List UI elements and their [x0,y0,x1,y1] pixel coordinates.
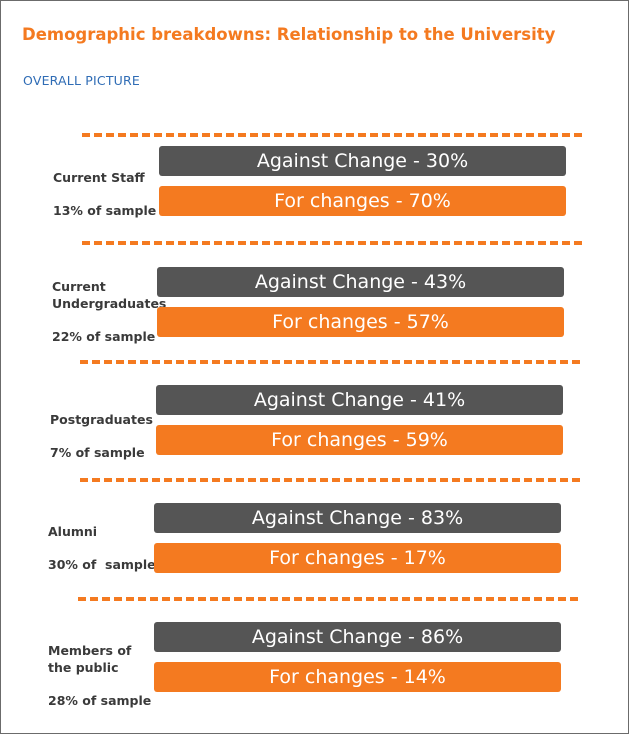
group-sample-members-of-the-public: 28% of sample [48,693,152,708]
group-sample-current-undergraduates: 22% of sample [52,329,156,344]
page-title: Demographic breakdowns: Relationship to … [22,25,556,44]
group-sample-current-staff: 13% of sample [53,203,157,218]
against-bar-postgraduates: Against Change - 41% [156,385,563,415]
group-label-members-of-the-public: Members of the public [48,643,132,675]
against-bar-current-staff: Against Change - 30% [159,146,566,176]
separator-0 [82,133,582,137]
against-bar-members-of-the-public: Against Change - 86% [154,622,561,652]
separator-4 [78,597,578,601]
separator-2 [80,360,580,364]
against-bar-current-undergraduates: Against Change - 43% [157,267,564,297]
for-bar-alumni: For changes - 17% [154,543,561,573]
for-bar-postgraduates: For changes - 59% [156,425,563,455]
group-label-current-undergraduates: Current Undergraduates [52,279,167,311]
against-bar-alumni: Against Change - 83% [154,503,561,533]
separator-3 [80,478,580,482]
page-subtitle: OVERALL PICTURE [23,73,141,88]
group-label-postgraduates: Postgraduates [50,412,153,427]
for-bar-current-staff: For changes - 70% [159,186,566,216]
group-sample-postgraduates: 7% of sample [50,445,145,460]
for-bar-members-of-the-public: For changes - 14% [154,662,561,692]
separator-1 [82,241,582,245]
group-label-alumni: Alumni [48,524,98,539]
for-bar-current-undergraduates: For changes - 57% [157,307,564,337]
group-label-current-staff: Current Staff [53,170,145,185]
group-sample-alumni: 30% of sample [48,557,156,572]
